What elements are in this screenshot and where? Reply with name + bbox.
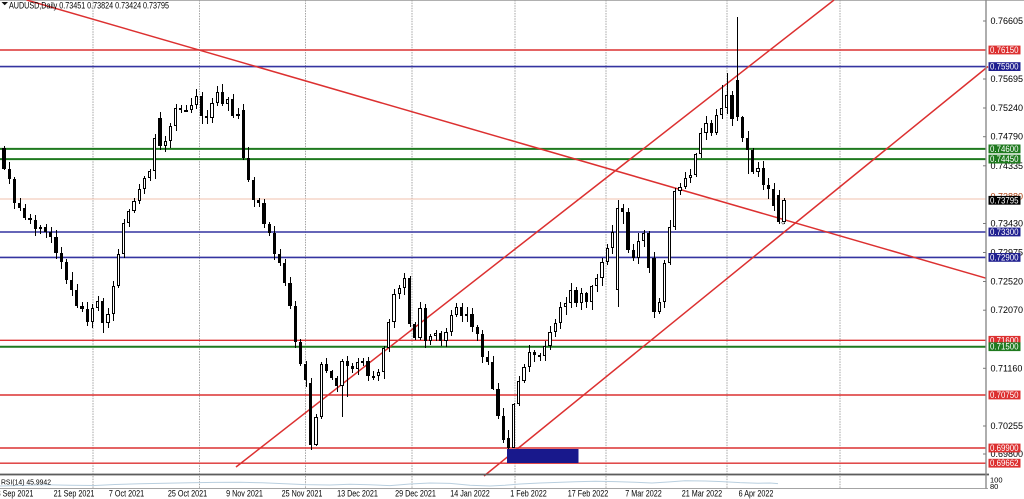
svg-text:0.69900: 0.69900	[990, 443, 1019, 453]
svg-text:29 Dec 2021: 29 Dec 2021	[395, 489, 436, 499]
svg-text:7 Oct 2021: 7 Oct 2021	[109, 489, 144, 499]
svg-text:0.70750: 0.70750	[990, 390, 1019, 400]
svg-text:7 Mar 2022: 7 Mar 2022	[625, 489, 661, 499]
svg-text:0.72975: 0.72975	[991, 248, 1024, 258]
svg-text:21 Sep 2021: 21 Sep 2021	[54, 489, 95, 499]
svg-text:RSI(14) 45.9942: RSI(14) 45.9942	[1, 477, 51, 486]
svg-text:AUDUSD,Daily 0.73451 0.73824: AUDUSD,Daily 0.73451 0.73824 0.73424 0.7…	[9, 0, 169, 11]
svg-text:0.75240: 0.75240	[991, 103, 1024, 113]
svg-text:14 Jan 2022: 14 Jan 2022	[450, 489, 490, 499]
svg-text:100: 100	[990, 476, 1003, 485]
svg-text:0.69800: 0.69800	[991, 449, 1024, 459]
svg-text:0.74600: 0.74600	[990, 144, 1019, 154]
svg-text:0.74790: 0.74790	[991, 132, 1024, 142]
svg-text:25 Oct 2021: 25 Oct 2021	[168, 489, 207, 499]
svg-text:80: 80	[990, 482, 998, 491]
svg-text:17 Feb 2022: 17 Feb 2022	[568, 489, 608, 499]
svg-text:0.71600: 0.71600	[990, 335, 1019, 345]
svg-text:0.73795: 0.73795	[990, 195, 1019, 205]
svg-text:0.71500: 0.71500	[990, 342, 1019, 352]
svg-text:0.71160: 0.71160	[991, 363, 1023, 373]
svg-text:13 Dec 2021: 13 Dec 2021	[337, 489, 378, 499]
svg-text:0.75900: 0.75900	[990, 62, 1019, 72]
svg-text:8 Sep 2021: 8 Sep 2021	[0, 489, 33, 499]
svg-text:21 Mar 2022: 21 Mar 2022	[682, 489, 722, 499]
svg-text:0.75695: 0.75695	[991, 74, 1024, 84]
svg-text:0.73300: 0.73300	[990, 227, 1019, 237]
svg-text:0.74335: 0.74335	[991, 161, 1024, 171]
svg-text:0.72070: 0.72070	[991, 305, 1024, 315]
svg-text:9 Nov 2021: 9 Nov 2021	[226, 489, 263, 499]
svg-text:25 Nov 2021: 25 Nov 2021	[282, 489, 323, 499]
svg-text:0.72900: 0.72900	[990, 252, 1019, 262]
svg-text:0.70255: 0.70255	[991, 421, 1024, 431]
svg-text:0.76605: 0.76605	[991, 16, 1024, 26]
svg-text:6 Apr 2022: 6 Apr 2022	[739, 489, 774, 499]
svg-text:1 Feb 2022: 1 Feb 2022	[510, 489, 546, 499]
svg-text:0.74450: 0.74450	[990, 154, 1019, 164]
svg-text:0.73430: 0.73430	[991, 219, 1024, 229]
svg-text:0.76150: 0.76150	[990, 45, 1019, 55]
svg-text:0.72520: 0.72520	[991, 277, 1024, 287]
svg-text:0.69662: 0.69662	[990, 458, 1019, 468]
